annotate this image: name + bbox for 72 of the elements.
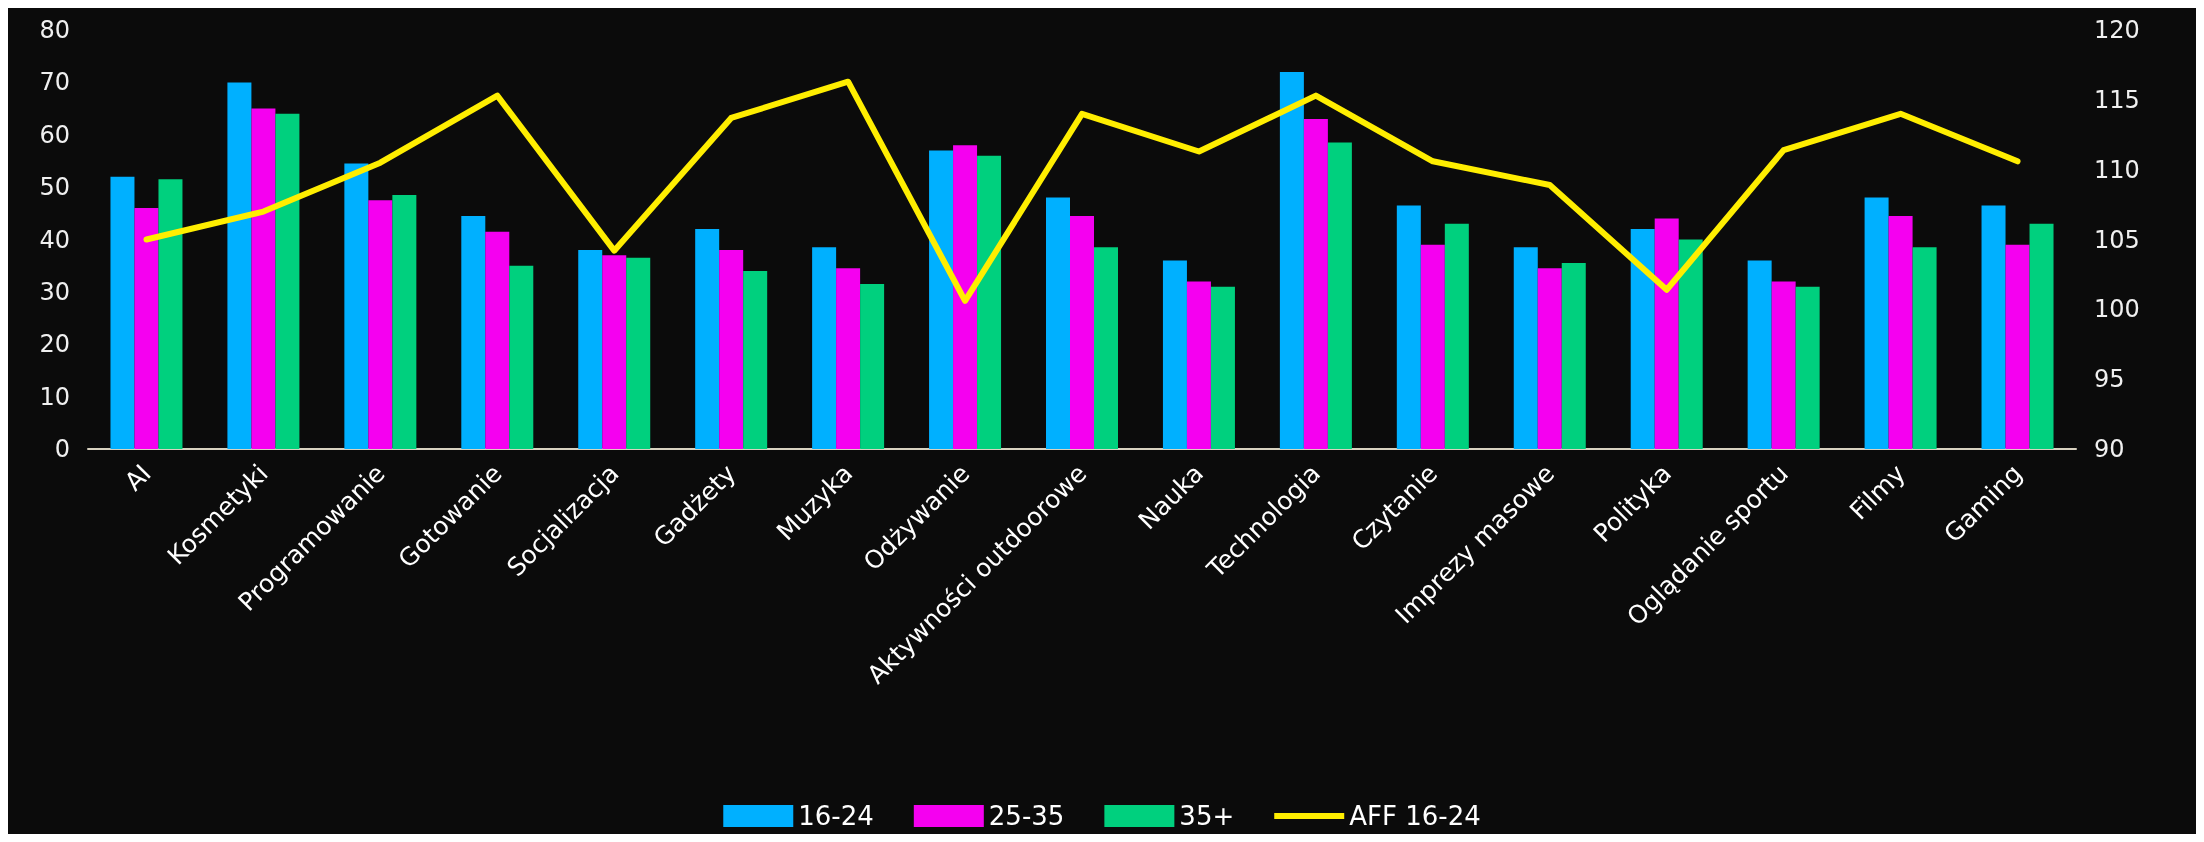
bar [695,229,720,449]
bar [1513,247,1538,449]
bar [1162,260,1187,449]
y2-tick-label: 105 [2094,225,2140,254]
bar [578,249,603,449]
bar [929,150,954,449]
bar [134,208,159,449]
bar [743,270,768,449]
x-tick-label: AI [118,458,157,497]
bar [509,265,534,449]
bar [485,231,510,449]
bar [1795,286,1820,449]
bar [1279,71,1304,449]
bar [812,247,837,449]
bar [860,284,885,449]
bar [1303,119,1328,449]
bar [227,82,252,449]
bar [1444,223,1469,449]
bar [1678,239,1703,449]
bar [368,200,393,449]
bar [1046,197,1070,449]
bar [1396,205,1421,449]
y-tick-label: 50 [39,173,70,202]
bar [2005,244,2030,449]
y2-tick-label: 100 [2094,295,2140,324]
bar [1327,142,1352,449]
bar [110,176,135,449]
bar [1981,205,2006,449]
bar [461,215,486,449]
legend-label: 25-35 [988,801,1065,831]
y2-tick-label: 120 [2094,16,2140,44]
y2-tick-label: 110 [2094,155,2140,184]
bar [1420,244,1445,449]
y-tick-label: 10 [39,382,70,411]
bar [1210,286,1235,449]
bar [1654,218,1679,449]
y-tick-label: 40 [39,225,70,254]
bar [1747,260,1772,449]
bar [251,108,276,449]
bar [1771,281,1796,449]
bar [275,113,300,449]
bar [1912,247,1937,449]
y-tick-label: 80 [39,16,70,44]
bar [1561,263,1586,449]
bar [344,163,369,449]
bar [1630,229,1655,449]
bar [1070,215,1094,449]
y-tick-label: 70 [39,68,70,97]
bar [1864,197,1889,449]
y2-tick-label: 95 [2094,365,2125,394]
bar [602,255,627,449]
bar [719,249,744,449]
bar [1888,215,1913,449]
legend-label: 16-24 [798,801,874,831]
legend-label: 35+ [1179,801,1235,831]
bar [836,268,861,449]
y-tick-label: 60 [39,120,70,149]
y-tick-label: 0 [54,435,70,463]
y2-tick-label: 115 [2094,85,2140,114]
bar [1537,268,1562,449]
bar [392,194,417,449]
bar [626,257,651,449]
bar [1186,281,1211,449]
y-tick-label: 30 [39,277,70,306]
bar [1094,247,1118,449]
bar [158,179,183,449]
bar [953,145,978,449]
y-tick-label: 20 [39,330,70,359]
y2-tick-label: 90 [2094,435,2125,463]
bar [2029,223,2054,449]
bar [977,155,1002,449]
legend-label: AFF 16-24 [1349,801,1481,831]
